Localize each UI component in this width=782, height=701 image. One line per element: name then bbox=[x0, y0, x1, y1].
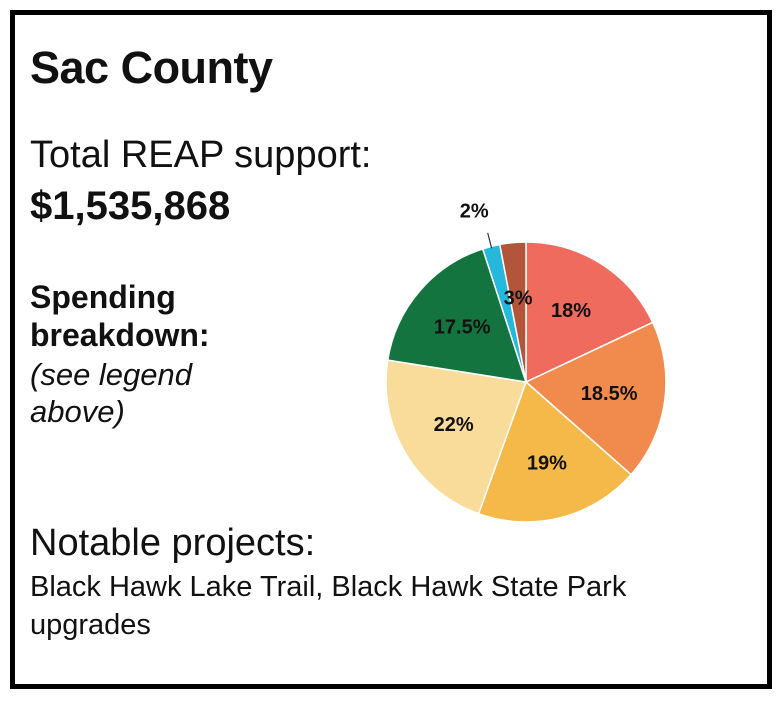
notable-heading: Notable projects: bbox=[30, 522, 316, 564]
total-support-value: $1,535,868 bbox=[30, 184, 231, 228]
pie-slice-label-1: 18.5% bbox=[581, 383, 638, 405]
pie-slice-0 bbox=[525, 241, 654, 384]
pie-slice-3 bbox=[385, 359, 528, 515]
total-support-label: Total REAP support: bbox=[30, 134, 372, 176]
spending-pie-chart: 18% 18.5% 19% 22% 17.5% 2% 3% bbox=[385, 201, 667, 523]
page-title: Sac County bbox=[30, 42, 273, 93]
pie-slice-4 bbox=[386, 247, 528, 383]
pie-slice-label-4: 17.5% bbox=[434, 316, 491, 338]
pie-slice-1 bbox=[524, 321, 667, 476]
pie-leader-line-5 bbox=[487, 232, 493, 249]
pie-slice-label-6: 3% bbox=[504, 287, 533, 309]
pie-slice-label-3: 22% bbox=[434, 414, 474, 436]
pie-slice-label-0: 18% bbox=[551, 300, 591, 322]
notable-projects-text: Black Hawk Lake Trail, Black Hawk State … bbox=[30, 571, 627, 641]
pie-slice-label-2: 19% bbox=[527, 452, 567, 474]
pie-slice-2 bbox=[477, 380, 633, 523]
pie-slice-6 bbox=[498, 241, 527, 383]
spending-heading: Spending breakdown: bbox=[30, 279, 210, 353]
spending-note: (see legend above) bbox=[30, 357, 193, 429]
pie-slice-label-5: 2% bbox=[460, 201, 489, 223]
